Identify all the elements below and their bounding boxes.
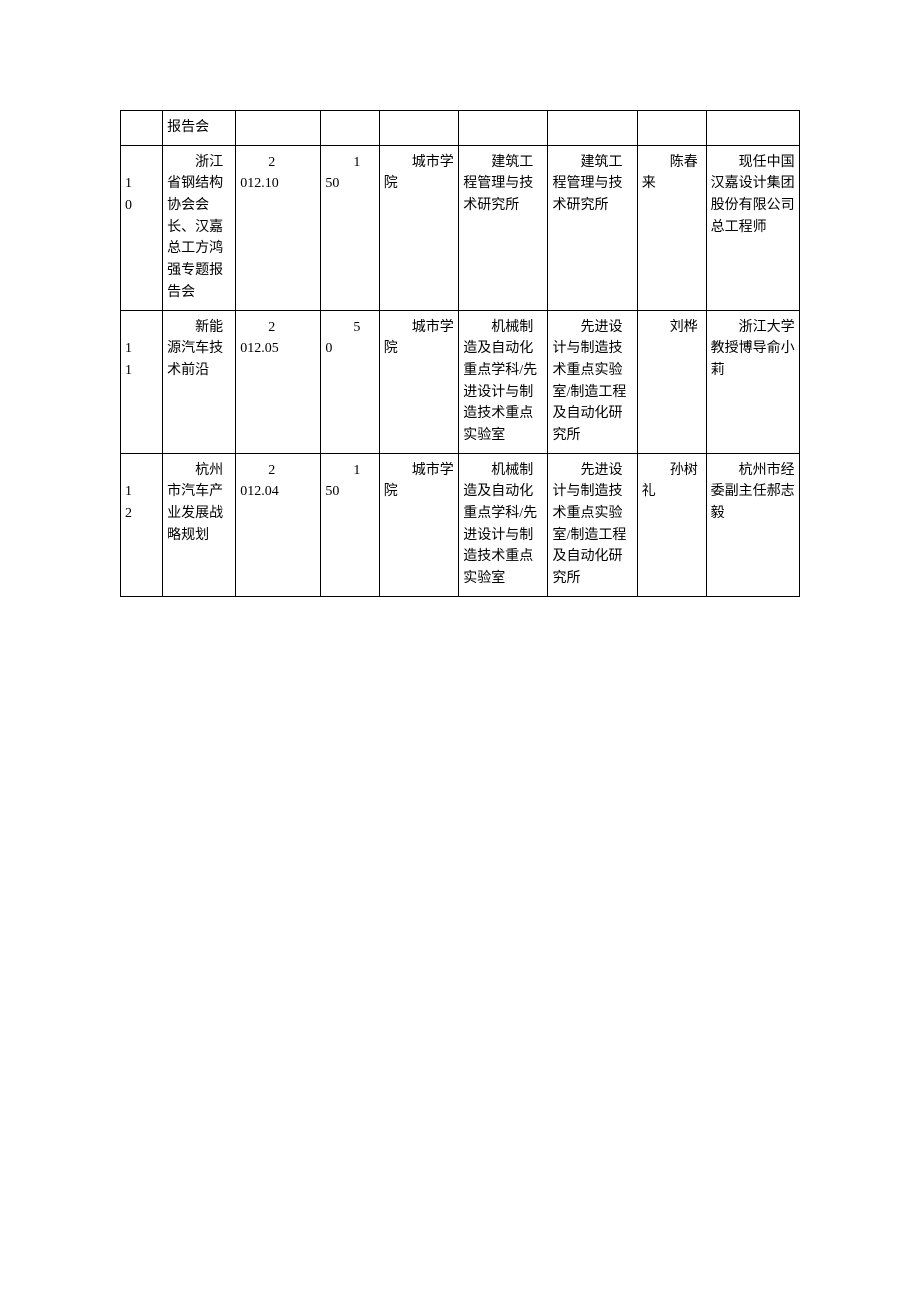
cell-college: 城市学院 <box>379 310 458 453</box>
cell-date <box>236 111 321 146</box>
cell-text: 150 <box>325 463 360 500</box>
cell-id: 12 <box>121 453 163 596</box>
cell-text: 50 <box>325 320 360 357</box>
cell-text: 11 <box>125 341 132 378</box>
cell-date: 2012.05 <box>236 310 321 453</box>
cell-id <box>121 111 163 146</box>
cell-text: 先进设计与制造技术重点实验室/制造工程及自动化研究所 <box>552 463 626 586</box>
cell-text: 孙树礼 <box>642 463 698 500</box>
cell-text: 新能源汽车技术前沿 <box>167 320 223 378</box>
cell-text: 浙江省钢结构协会会长、汉嘉总工方鸿强专题报告会 <box>167 155 223 300</box>
cell-dept: 机械制造及自动化重点学科/先进设计与制造技术重点实验室 <box>459 453 548 596</box>
cell-text: 城市学院 <box>384 320 454 357</box>
cell-date: 2012.10 <box>236 145 321 310</box>
cell-host <box>637 111 706 146</box>
cell-lab: 先进设计与制造技术重点实验室/制造工程及自动化研究所 <box>548 310 637 453</box>
cell-count: 50 <box>321 310 379 453</box>
cell-id: 10 <box>121 145 163 310</box>
cell-college <box>379 111 458 146</box>
cell-college: 城市学院 <box>379 453 458 596</box>
cell-text: 城市学院 <box>384 463 454 500</box>
cell-speaker: 浙江大学教授博导俞小莉 <box>706 310 799 453</box>
cell-title: 新能源汽车技术前沿 <box>163 310 236 453</box>
cell-text: 2012.10 <box>240 155 279 192</box>
cell-count <box>321 111 379 146</box>
cell-text: 建筑工程管理与技术研究所 <box>463 155 533 213</box>
cell-host: 孙树礼 <box>637 453 706 596</box>
cell-text: 机械制造及自动化重点学科/先进设计与制造技术重点实验室 <box>463 463 537 586</box>
cell-text: 2012.05 <box>240 320 279 357</box>
cell-dept: 建筑工程管理与技术研究所 <box>459 145 548 310</box>
cell-text: 城市学院 <box>384 155 454 192</box>
cell-speaker: 现任中国汉嘉设计集团股份有限公司总工程师 <box>706 145 799 310</box>
cell-id: 11 <box>121 310 163 453</box>
cell-text: 刘桦 <box>670 320 698 335</box>
cell-host: 刘桦 <box>637 310 706 453</box>
cell-text: 杭州市经委副主任郝志毅 <box>711 463 795 521</box>
table-row: 报告会 <box>121 111 800 146</box>
cell-text: 现任中国汉嘉设计集团股份有限公司总工程师 <box>711 155 795 235</box>
table-row: 10 浙江省钢结构协会会长、汉嘉总工方鸿强专题报告会 2012.10 150 城… <box>121 145 800 310</box>
table-body: 报告会 10 浙江省钢结构协会会长、汉嘉总工方鸿强专题报告会 2012.10 1… <box>121 111 800 597</box>
cell-text: 陈春来 <box>642 155 698 192</box>
cell-title: 杭州市汽车产业发展战略规划 <box>163 453 236 596</box>
cell-dept: 机械制造及自动化重点学科/先进设计与制造技术重点实验室 <box>459 310 548 453</box>
cell-text: 2012.04 <box>240 463 279 500</box>
cell-college: 城市学院 <box>379 145 458 310</box>
cell-host: 陈春来 <box>637 145 706 310</box>
table-row: 12 杭州市汽车产业发展战略规划 2012.04 150 城市学院 机械制造及自… <box>121 453 800 596</box>
cell-text: 10 <box>125 176 132 213</box>
cell-speaker <box>706 111 799 146</box>
cell-lab: 先进设计与制造技术重点实验室/制造工程及自动化研究所 <box>548 453 637 596</box>
cell-text: 12 <box>125 484 132 521</box>
cell-text: 机械制造及自动化重点学科/先进设计与制造技术重点实验室 <box>463 320 537 443</box>
cell-text: 浙江大学教授博导俞小莉 <box>711 320 795 378</box>
cell-lab: 建筑工程管理与技术研究所 <box>548 145 637 310</box>
cell-text: 建筑工程管理与技术研究所 <box>552 155 622 213</box>
cell-lab <box>548 111 637 146</box>
cell-count: 150 <box>321 145 379 310</box>
cell-dept <box>459 111 548 146</box>
cell-speaker: 杭州市经委副主任郝志毅 <box>706 453 799 596</box>
cell-text: 报告会 <box>167 120 209 135</box>
table-row: 11 新能源汽车技术前沿 2012.05 50 城市学院 机械制造及自动化重点学… <box>121 310 800 453</box>
cell-count: 150 <box>321 453 379 596</box>
data-table: 报告会 10 浙江省钢结构协会会长、汉嘉总工方鸿强专题报告会 2012.10 1… <box>120 110 800 597</box>
cell-text: 150 <box>325 155 360 192</box>
cell-title: 报告会 <box>163 111 236 146</box>
cell-text: 先进设计与制造技术重点实验室/制造工程及自动化研究所 <box>552 320 626 443</box>
cell-text: 杭州市汽车产业发展战略规划 <box>167 463 223 543</box>
cell-title: 浙江省钢结构协会会长、汉嘉总工方鸿强专题报告会 <box>163 145 236 310</box>
cell-date: 2012.04 <box>236 453 321 596</box>
